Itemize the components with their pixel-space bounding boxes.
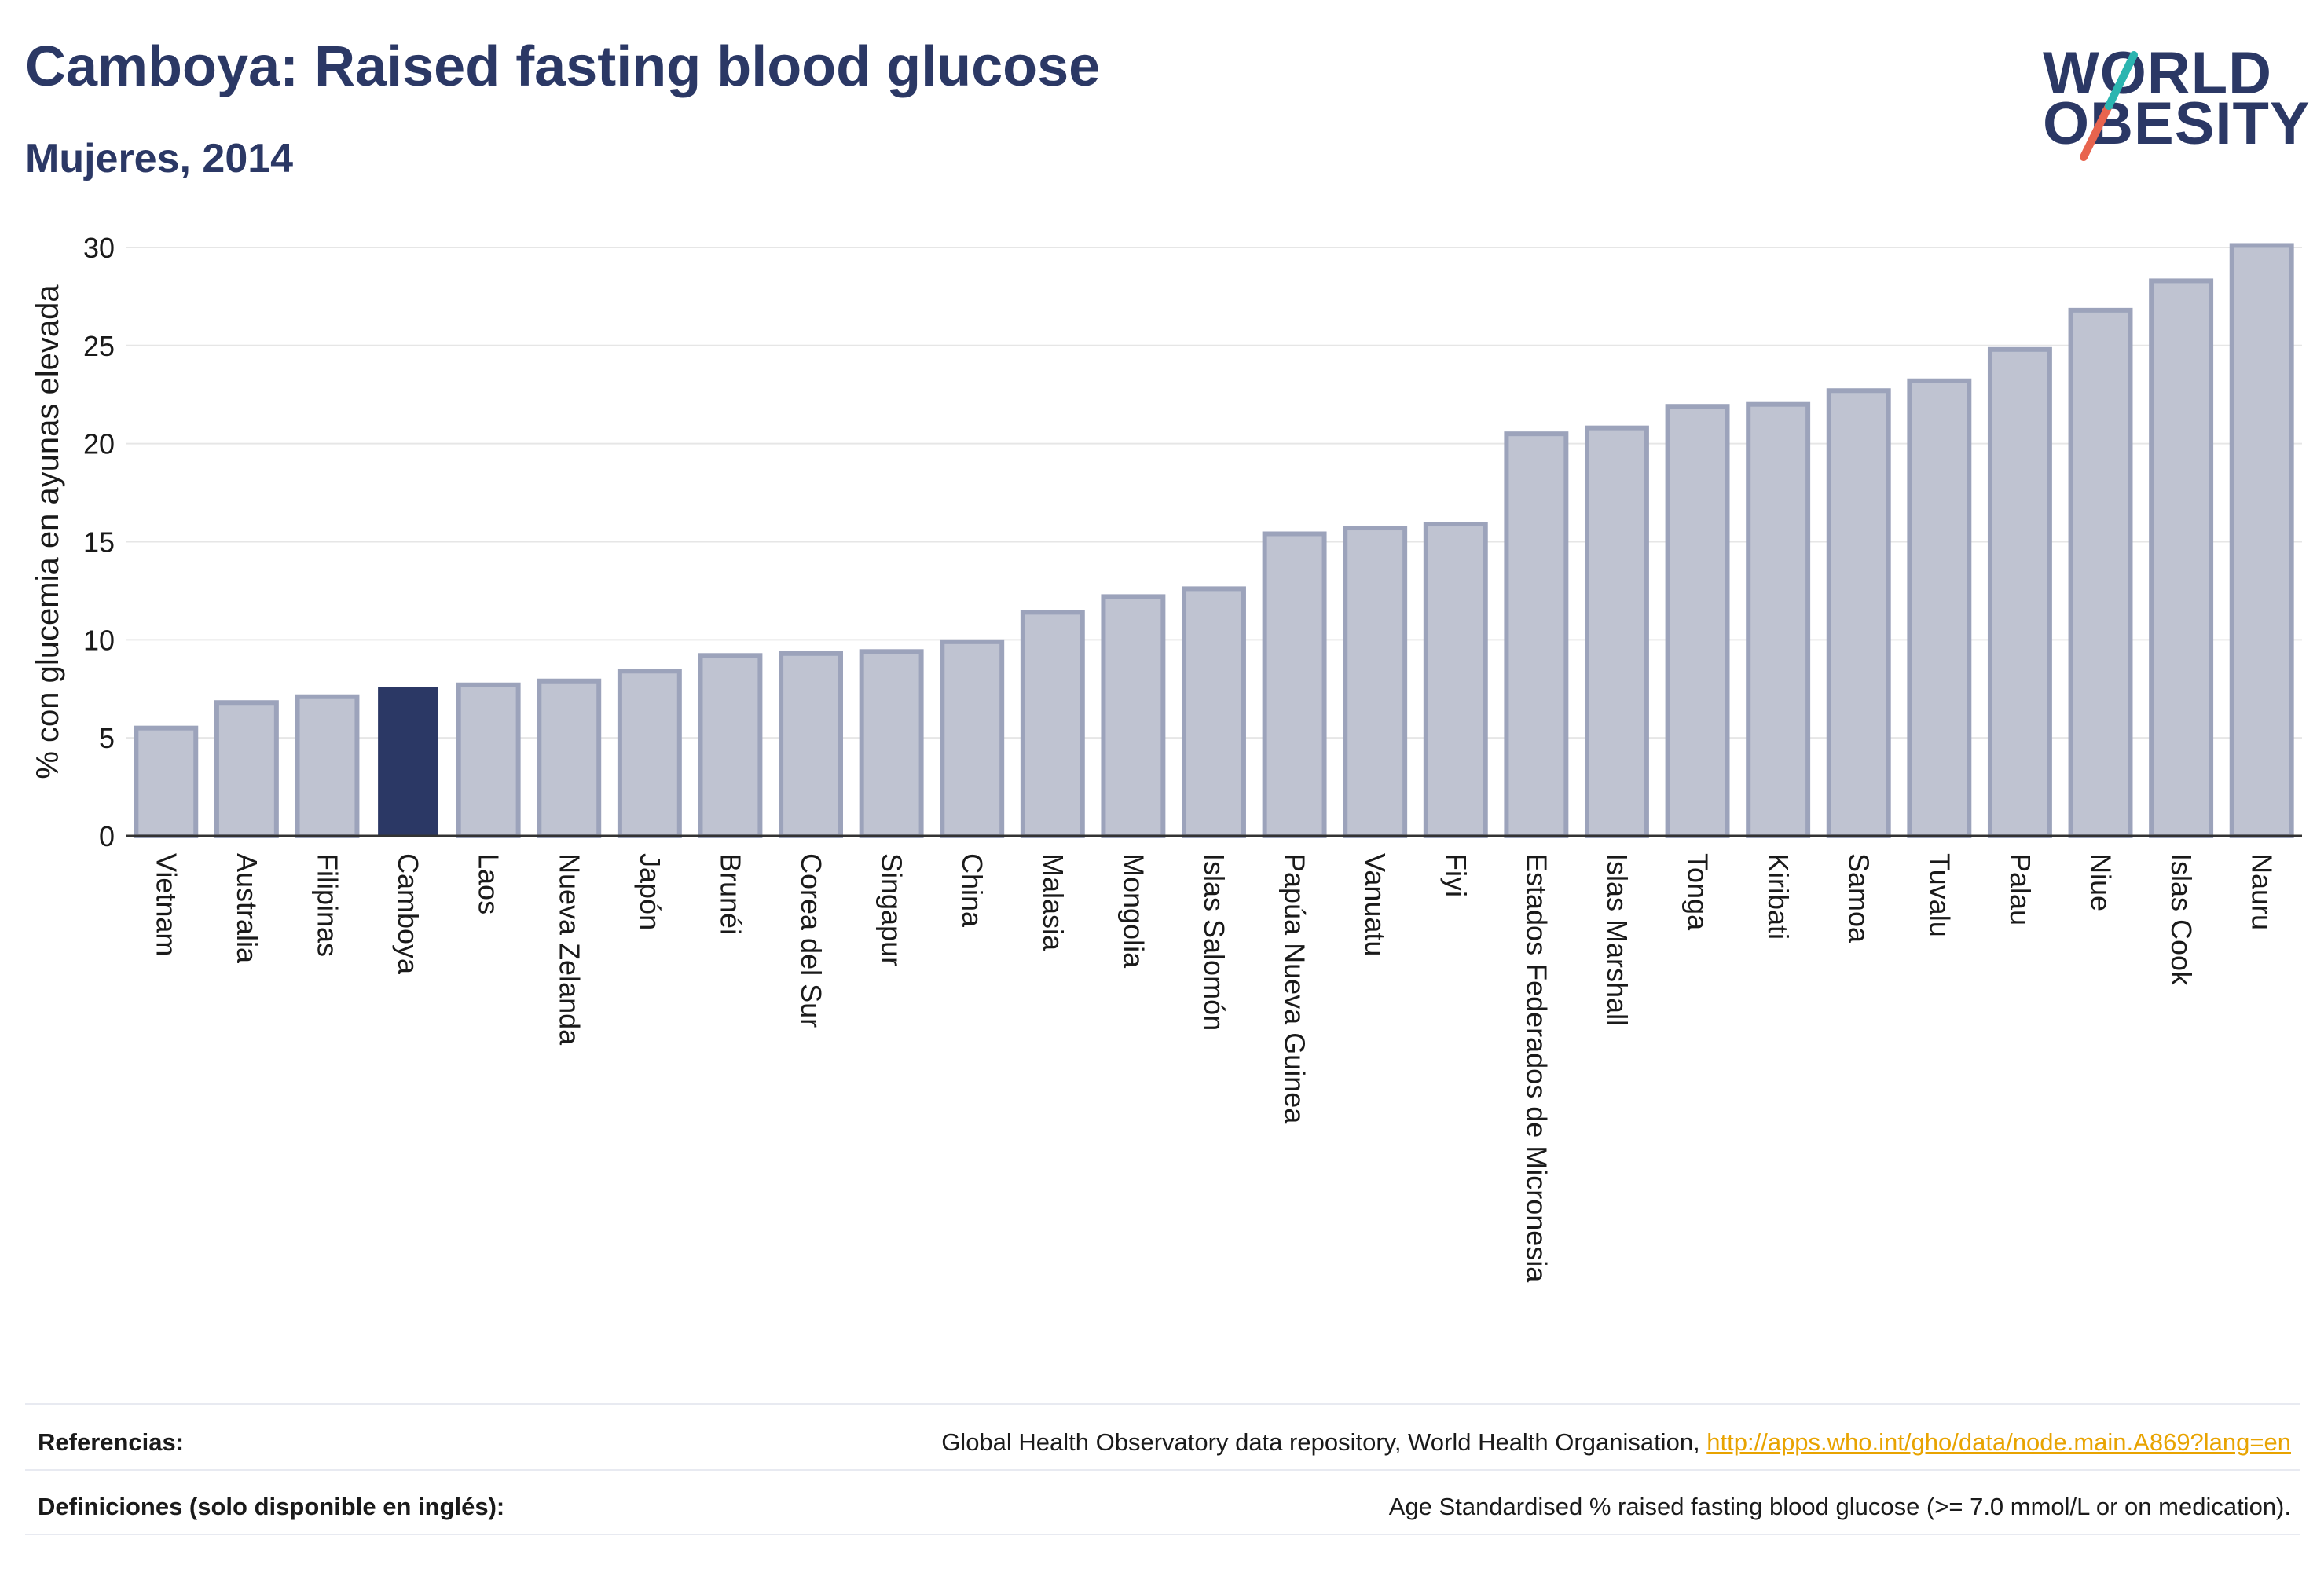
x-tick-label: Samoa: [1843, 853, 1875, 944]
y-tick-label: 0: [99, 820, 115, 852]
y-tick-label: 10: [83, 624, 115, 656]
y-tick-label: 20: [83, 428, 115, 460]
x-tick-label: Mongolia: [1117, 853, 1149, 969]
bar-islas-cook[interactable]: [2149, 278, 2214, 838]
bar-chart: 0 5 10 15 20 25 30 Vietnam Australia Filipinas Ca…: [31, 232, 2302, 1283]
x-tick-label: Papúa Nueva Guinea: [1279, 853, 1311, 1124]
logo-text-world: WORLD: [2043, 40, 2273, 107]
page-subtitle: Mujeres, 2014: [25, 136, 294, 181]
bar-fiyi[interactable]: [1423, 522, 1488, 838]
footer-definitions-row: Definiciones (solo disponible en inglés)…: [38, 1483, 2291, 1530]
logo-slash-icon: [2080, 51, 2138, 161]
x-tick-label: Filipinas: [311, 853, 343, 957]
bar-china[interactable]: [940, 639, 1005, 838]
y-tick-label: 15: [83, 526, 115, 558]
x-tick-label: Brunéi: [714, 853, 746, 935]
bar-malasia[interactable]: [1020, 610, 1085, 838]
x-tick-label: Islas Cook: [2165, 853, 2198, 986]
y-tick-label: 25: [83, 330, 115, 362]
x-tick-label: Estados Federados de Micronesia: [1520, 853, 1552, 1283]
x-tick-label: Camboya: [392, 853, 424, 975]
bar-singapur[interactable]: [859, 649, 924, 838]
x-tick-label: Nauru: [2246, 853, 2278, 930]
x-tick-label: Tonga: [1682, 853, 1714, 931]
x-tick-label: Fiyi: [1440, 853, 1472, 897]
bar-japón[interactable]: [617, 669, 682, 839]
bar-mongolia[interactable]: [1101, 594, 1166, 838]
bar-papúa-nueva-guinea[interactable]: [1262, 531, 1327, 838]
x-tick-label: Palau: [2004, 853, 2036, 925]
x-tick-label: Islas Marshall: [1601, 853, 1633, 1026]
x-tick-label: Nueva Zelanda: [553, 853, 585, 1046]
x-tick-label: China: [956, 853, 988, 928]
references-label: Referencias:: [38, 1428, 185, 1456]
bar-camboya[interactable]: [378, 687, 438, 836]
bar-tuvalu[interactable]: [1907, 378, 1972, 838]
x-tick-label: Islas Salomón: [1198, 853, 1230, 1031]
bar-palau[interactable]: [1987, 346, 2052, 838]
bar-niue[interactable]: [2068, 307, 2133, 838]
y-axis-label: % con glucemia en ayunas elevada: [31, 284, 65, 779]
bar-vietnam[interactable]: [134, 725, 199, 839]
x-tick-label: Malasia: [1037, 853, 1069, 951]
footer-references-row: Referencias: Global Health Observatory d…: [38, 1419, 2291, 1466]
references-link[interactable]: http://apps.who.int/gho/data/node.main.A…: [1706, 1428, 2291, 1456]
x-tick-label: Vietnam: [150, 853, 182, 956]
x-tick-label: Laos: [473, 853, 505, 914]
references-value: Global Health Observatory data repositor…: [941, 1428, 2291, 1457]
y-tick-label: 30: [83, 232, 115, 264]
y-axis-ticks: 0 5 10 15 20 25 30: [83, 232, 115, 852]
footer-divider-bottom: [25, 1534, 2300, 1535]
x-tick-label: Vanuatu: [1359, 853, 1391, 956]
bar-kiribati[interactable]: [1746, 401, 1811, 838]
definitions-value: Age Standardised % raised fasting blood …: [1388, 1493, 2291, 1520]
bar-corea-del-sur[interactable]: [779, 651, 843, 838]
bar-tonga[interactable]: [1665, 404, 1730, 838]
bar-australia[interactable]: [214, 700, 279, 838]
bar-filipinas[interactable]: [295, 694, 360, 838]
x-tick-label: Singapur: [876, 853, 908, 966]
world-obesity-logo: WORLD OBESITY: [2043, 31, 2310, 173]
bar-islas-marshall[interactable]: [1585, 425, 1649, 838]
x-tick-label: Kiribati: [1762, 853, 1794, 940]
bar-nueva-zelanda[interactable]: [537, 678, 602, 838]
bar-islas-salomón[interactable]: [1182, 586, 1246, 838]
definitions-label: Definiciones (solo disponible en inglés)…: [38, 1493, 505, 1520]
x-tick-label: Niue: [2085, 853, 2117, 911]
x-tick-label: Australia: [231, 853, 263, 964]
footer-divider-top: [25, 1403, 2300, 1405]
bar-laos[interactable]: [456, 682, 521, 839]
footer-divider-middle: [25, 1469, 2300, 1471]
page-title: Camboya: Raised fasting blood glucose: [25, 35, 1101, 98]
bars: [134, 243, 2294, 839]
x-axis-labels: Vietnam Australia Filipinas Camboya Laos Nuev…: [150, 853, 2278, 1283]
references-text: Global Health Observatory data repositor…: [941, 1428, 1707, 1456]
bar-estados-federados-de-micronesia[interactable]: [1504, 431, 1569, 839]
bar-vanuatu[interactable]: [1343, 526, 1408, 839]
bar-nauru[interactable]: [2229, 243, 2294, 839]
x-tick-label: Tuvalu: [1923, 853, 1956, 937]
bar-brunéi[interactable]: [698, 653, 763, 838]
x-tick-label: Japón: [634, 853, 666, 930]
y-tick-label: 5: [99, 722, 115, 754]
x-tick-label: Corea del Sur: [795, 853, 827, 1028]
bar-samoa[interactable]: [1826, 388, 1891, 839]
